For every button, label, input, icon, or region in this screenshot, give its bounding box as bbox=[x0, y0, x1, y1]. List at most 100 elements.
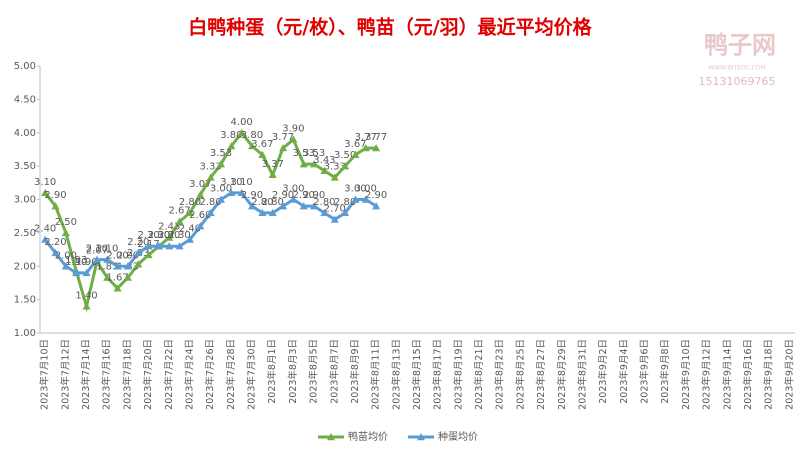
marker bbox=[123, 262, 132, 270]
marker bbox=[82, 302, 91, 310]
marker bbox=[237, 128, 246, 136]
data-label: 2.90 bbox=[365, 190, 387, 201]
marker bbox=[175, 242, 184, 250]
marker bbox=[134, 260, 143, 268]
y-tick-label: 1.50 bbox=[14, 295, 36, 306]
x-tick-label: 2023年7月26日 bbox=[204, 339, 216, 410]
x-tick-label: 2023年7月18日 bbox=[121, 339, 133, 410]
x-tick-label: 2023年8月11日 bbox=[370, 339, 382, 410]
data-label: 3.43 bbox=[313, 155, 335, 166]
data-label: 3.80 bbox=[241, 130, 263, 141]
marker bbox=[372, 144, 381, 152]
marker bbox=[216, 195, 225, 203]
data-label: 2.70 bbox=[324, 204, 346, 215]
data-label: 3.07 bbox=[189, 179, 211, 190]
marker bbox=[123, 273, 132, 281]
data-label: 2.10 bbox=[96, 244, 118, 255]
data-label: 3.67 bbox=[344, 139, 366, 150]
y-tick-label: 3.50 bbox=[14, 161, 36, 172]
data-label: 3.10 bbox=[34, 177, 56, 188]
data-label: 3.80 bbox=[220, 130, 242, 141]
data-label: 2.10 bbox=[86, 244, 108, 255]
marker bbox=[330, 215, 339, 223]
data-label: 3.77 bbox=[272, 132, 294, 143]
x-tick-label: 2023年9月20日 bbox=[783, 339, 795, 410]
x-tick-label: 2023年9月18日 bbox=[763, 339, 775, 410]
data-label: 2.30 bbox=[148, 230, 170, 241]
x-tick-label: 2023年8月1日 bbox=[266, 339, 278, 404]
x-tick-label: 2023年7月28日 bbox=[225, 339, 237, 410]
x-tick-label: 2023年8月21日 bbox=[473, 339, 485, 410]
marker bbox=[299, 202, 308, 210]
marker bbox=[351, 195, 360, 203]
marker bbox=[227, 188, 236, 197]
data-label: 3.10 bbox=[220, 177, 242, 188]
x-tick-label: 2023年9月2日 bbox=[597, 339, 609, 404]
marker bbox=[268, 170, 277, 179]
data-label: 2.90 bbox=[293, 190, 315, 201]
marker bbox=[113, 284, 122, 292]
x-tick-label: 2023年8月15日 bbox=[411, 339, 423, 410]
marker bbox=[310, 160, 319, 168]
marker bbox=[279, 202, 288, 210]
x-tick-label: 2023年8月9日 bbox=[349, 339, 361, 404]
y-tick-label: 4.50 bbox=[14, 94, 36, 105]
marker bbox=[165, 242, 174, 250]
data-label: 2.07 bbox=[86, 246, 108, 257]
x-tick-label: 2023年7月20日 bbox=[142, 339, 154, 410]
data-label: 3.00 bbox=[282, 184, 304, 195]
marker bbox=[41, 235, 50, 243]
marker bbox=[248, 202, 257, 210]
x-tick-label: 2023年8月13日 bbox=[390, 339, 402, 410]
data-label: 2.00 bbox=[117, 250, 139, 261]
marker bbox=[154, 242, 163, 250]
y-tick-label: 2.00 bbox=[14, 261, 36, 272]
marker bbox=[310, 202, 319, 210]
data-label: 2.80 bbox=[262, 197, 284, 208]
data-label: 2.90 bbox=[44, 190, 66, 201]
x-tick-label: 2023年8月25日 bbox=[514, 339, 526, 410]
data-label: 3.53 bbox=[303, 148, 325, 159]
data-label: 3.90 bbox=[282, 123, 304, 134]
marker bbox=[196, 222, 205, 230]
x-tick-label: 2023年9月16日 bbox=[742, 339, 754, 410]
marker bbox=[361, 144, 370, 152]
marker bbox=[61, 228, 70, 237]
x-tick-label: 2023年7月30日 bbox=[246, 339, 258, 410]
marker bbox=[258, 208, 267, 217]
data-label: 2.80 bbox=[251, 197, 273, 208]
data-label: 2.20 bbox=[44, 237, 66, 248]
marker bbox=[103, 255, 112, 263]
marker bbox=[72, 268, 81, 277]
data-label: 2.50 bbox=[55, 217, 77, 228]
x-tick-label: 2023年9月14日 bbox=[721, 339, 733, 410]
marker bbox=[289, 195, 298, 203]
marker bbox=[144, 242, 153, 250]
marker bbox=[61, 262, 70, 270]
x-tick-label: 2023年7月16日 bbox=[101, 339, 113, 410]
marker bbox=[113, 262, 122, 270]
legend-label: 种蛋均价 bbox=[438, 430, 478, 443]
marker bbox=[289, 135, 298, 143]
data-label: 3.00 bbox=[355, 184, 377, 195]
data-label: 2.30 bbox=[148, 230, 170, 241]
marker bbox=[248, 142, 257, 150]
x-tick-label: 2023年9月8日 bbox=[659, 339, 671, 404]
marker bbox=[51, 248, 60, 257]
marker bbox=[268, 208, 277, 217]
marker bbox=[82, 268, 91, 277]
data-label: 3.53 bbox=[210, 148, 232, 159]
marker bbox=[299, 160, 308, 168]
x-tick-label: 2023年8月29日 bbox=[556, 339, 568, 410]
x-tick-label: 2023年7月24日 bbox=[183, 339, 195, 410]
data-label: 2.80 bbox=[334, 197, 356, 208]
data-label: 1.67 bbox=[106, 272, 128, 283]
data-label: 2.43 bbox=[158, 222, 180, 233]
data-label: 3.53 bbox=[293, 148, 315, 159]
x-tick-label: 2023年7月10日 bbox=[39, 339, 51, 410]
data-label: 2.00 bbox=[106, 250, 128, 261]
data-label: 1.90 bbox=[65, 257, 87, 268]
legend-label: 鸭苗均价 bbox=[348, 430, 388, 443]
